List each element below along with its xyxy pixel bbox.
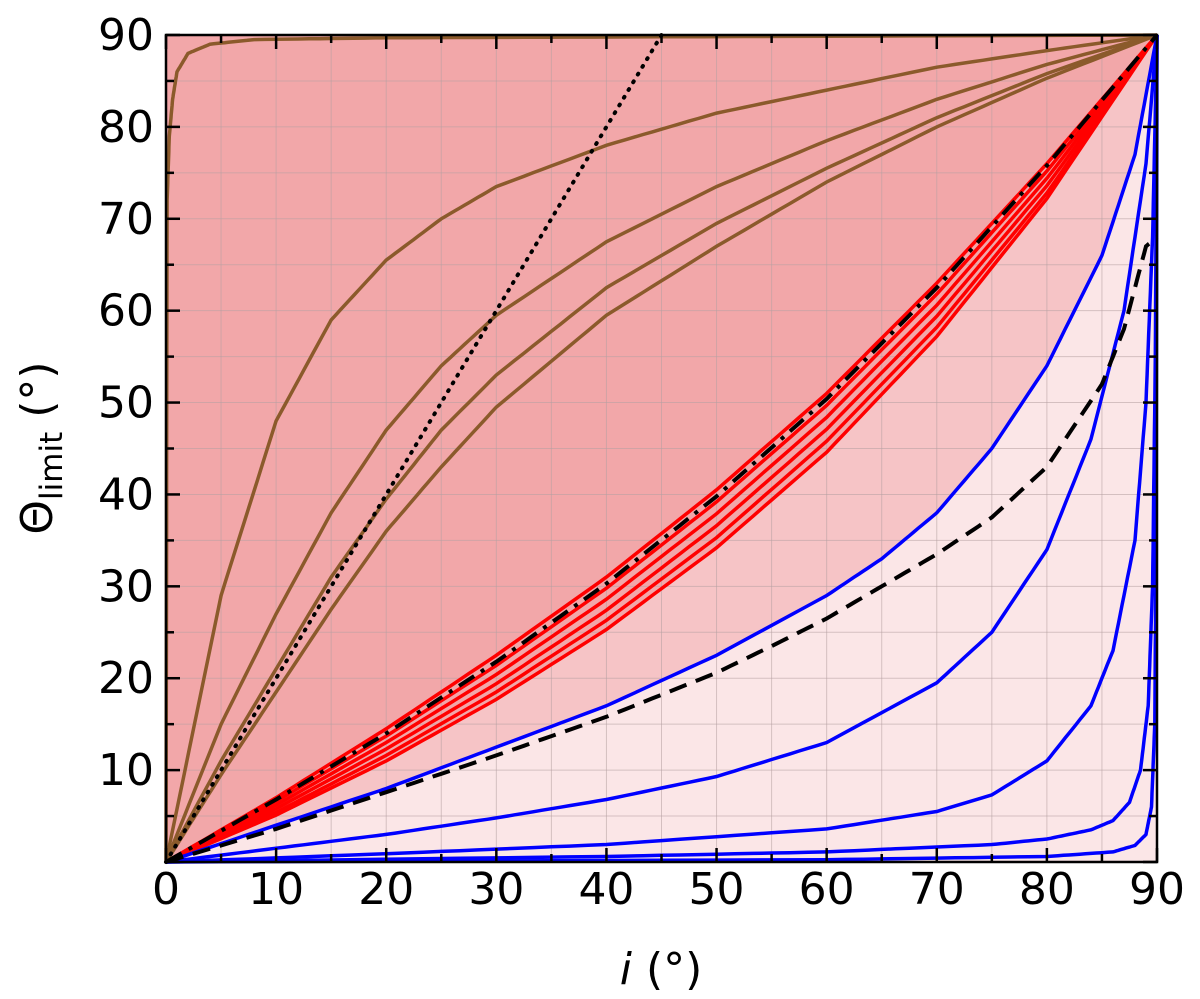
y-tick-label: 30 xyxy=(98,561,154,612)
x-axis-label: i (°) xyxy=(620,944,703,995)
x-tick-label: 20 xyxy=(358,864,414,915)
y-axis: 10 20 30 40 50 60 70 80 90 xyxy=(98,10,1157,864)
series-line-red-9 xyxy=(165,33,1159,864)
series-line-blue-13 xyxy=(165,34,1159,864)
series-line-brown-2 xyxy=(164,33,1158,863)
series-line-brown-1 xyxy=(164,33,1158,863)
x-tick-label: 30 xyxy=(468,864,524,915)
series-line-red-6 xyxy=(165,33,1159,864)
y-tick-label: 60 xyxy=(98,286,154,337)
y-tick-label: 90 xyxy=(98,10,154,61)
y-tick-label: 70 xyxy=(98,194,154,245)
series-line-black-17 xyxy=(165,235,1159,864)
y-tick-label: 80 xyxy=(98,102,154,153)
x-tick-label: 40 xyxy=(578,864,634,915)
x-tick-label: 90 xyxy=(1129,864,1185,915)
series-line-red-7 xyxy=(165,33,1159,864)
x-tick-label: 0 xyxy=(152,864,180,915)
series-line-brown-0 xyxy=(164,33,1158,863)
series-line-brown-3 xyxy=(164,33,1158,863)
x-axis: 0 10 20 30 40 50 60 70 80 90 xyxy=(152,35,1185,915)
series-line-blue-12 xyxy=(165,34,1159,864)
series-line-black-11 xyxy=(165,33,1159,864)
series-line-red-8 xyxy=(165,33,1159,864)
x-tick-label: 70 xyxy=(909,864,965,915)
x-tick-label: 80 xyxy=(1019,864,1075,915)
y-axis-label: Θlimit (°) xyxy=(12,361,70,534)
x-tick-label: 60 xyxy=(799,864,855,915)
y-tick-label: 20 xyxy=(98,653,154,704)
series-line-black-18 xyxy=(164,33,664,864)
y-tick-label: 50 xyxy=(98,378,154,429)
series-line-red-10 xyxy=(165,34,1159,864)
y-tick-label: 40 xyxy=(98,469,154,520)
series-line-brown-4 xyxy=(164,33,1158,863)
y-tick-label: 10 xyxy=(98,745,154,796)
series-lines xyxy=(164,33,1159,864)
region-lower xyxy=(166,35,1157,862)
x-tick-label: 50 xyxy=(689,864,745,915)
series-line-red-5 xyxy=(165,33,1159,864)
x-tick-label: 10 xyxy=(248,864,304,915)
